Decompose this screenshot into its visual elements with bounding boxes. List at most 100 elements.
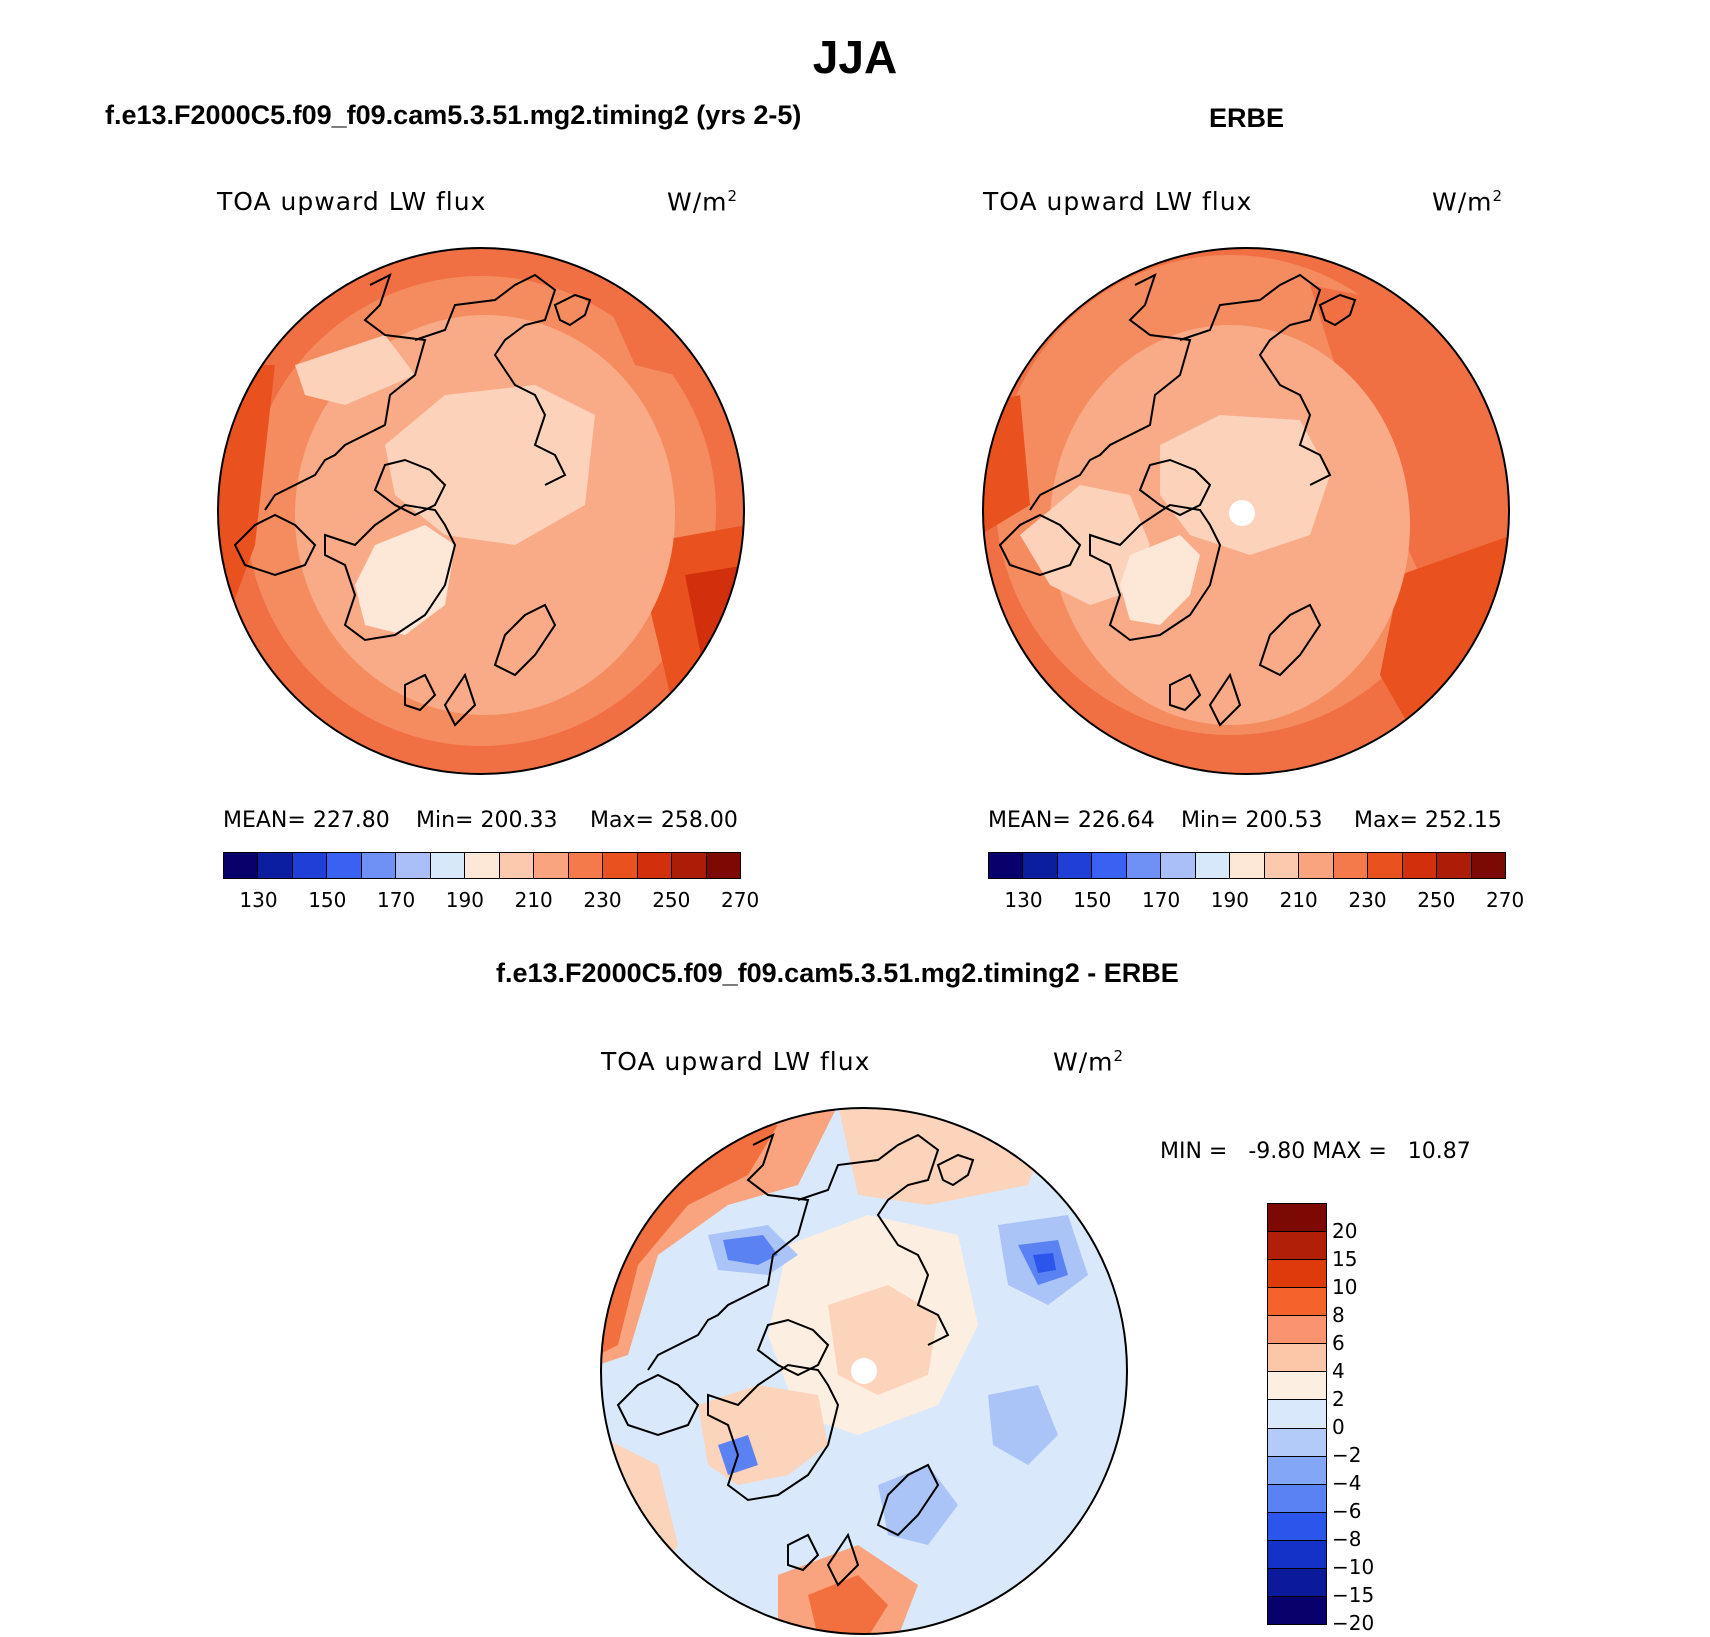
model-variable-label: TOA upward LW flux [217, 187, 487, 216]
colorbar-swatch [989, 853, 1024, 878]
colorbar-tick-label: 20 [1332, 1219, 1358, 1243]
colorbar-swatch [224, 853, 259, 878]
colorbar-swatch [327, 853, 362, 878]
colorbar-tick-label: 210 [1279, 888, 1318, 912]
diff-variable-label: TOA upward LW flux [601, 1047, 871, 1076]
colorbar-tick-label: 250 [1417, 888, 1456, 912]
colorbar-swatch [1471, 853, 1506, 878]
colorbar-tick-label: 170 [377, 888, 416, 912]
colorbar-tick-label: 230 [1348, 888, 1387, 912]
colorbar-swatch [672, 853, 707, 878]
colorbar-swatch [1268, 1344, 1326, 1373]
model-max-stat: Max= 258.00 [590, 808, 738, 833]
diff-coastlines [616, 1133, 975, 1587]
colorbar-swatch [637, 853, 673, 878]
colorbar-tick-label: 250 [652, 888, 691, 912]
model-min-stat: Min= 200.33 [416, 808, 558, 833]
obs-mean-stat: MEAN= 226.64 [988, 808, 1155, 833]
colorbar-tick-label: −4 [1332, 1471, 1362, 1495]
colorbar-tick-label: 270 [721, 888, 760, 912]
diff-field-pos-south-big [808, 1575, 888, 1634]
colorbar-swatch [1268, 1540, 1326, 1569]
colorbar-swatch [1299, 853, 1334, 878]
model-units-label: W/m2 [667, 187, 739, 217]
colorbar-tick-label: −6 [1332, 1499, 1362, 1523]
colorbar-swatch [603, 853, 638, 878]
obs-pole-hole [1229, 500, 1255, 526]
obs-units-label: W/m2 [1432, 187, 1504, 217]
colorbar-swatch [1268, 1568, 1326, 1597]
colorbar-swatch [1368, 853, 1403, 878]
diff-colorbar-ticks: 20 15 10 8 6 4 2 0 −2 −4 −6 −8 −10 −15 −20 [1332, 1203, 1412, 1635]
colorbar-tick-label: 190 [1210, 888, 1249, 912]
obs-field-light2 [1020, 485, 1150, 605]
colorbar-swatch [1268, 1484, 1326, 1513]
colorbar-swatch [1437, 853, 1472, 878]
obs-colorbar-ticks: 130 150 170 190 210 230 250 270 [988, 888, 1524, 914]
colorbar-tick-label: 6 [1332, 1331, 1345, 1355]
colorbar-swatch [1268, 1288, 1326, 1317]
colorbar-tick-label: −15 [1332, 1583, 1375, 1607]
colorbar-swatch [292, 853, 328, 878]
colorbar-swatch [568, 853, 604, 878]
obs-field-light1 [1160, 415, 1330, 555]
obs-min-stat: Min= 200.53 [1181, 808, 1323, 833]
colorbar-swatch [1268, 1232, 1326, 1261]
diff-panel-header: f.e13.F2000C5.f09_f09.cam5.3.51.mg2.timi… [496, 958, 1179, 988]
obs-colorbar [988, 852, 1506, 879]
colorbar-tick-label: 130 [239, 888, 278, 912]
colorbar-tick-label: 130 [1004, 888, 1043, 912]
colorbar-swatch [1268, 1456, 1326, 1485]
diff-pole-hole [851, 1358, 877, 1384]
obs-field-greenland [1120, 535, 1200, 625]
colorbar-swatch [1268, 1316, 1326, 1345]
obs-variable-label: TOA upward LW flux [983, 187, 1253, 216]
colorbar-swatch [1268, 1596, 1326, 1624]
colorbar-swatch [534, 853, 569, 878]
model-field-light2 [295, 335, 415, 405]
colorbar-tick-label: 15 [1332, 1247, 1358, 1271]
diff-colorbar [1267, 1203, 1327, 1625]
colorbar-swatch [1333, 853, 1369, 878]
colorbar-tick-label: 10 [1332, 1275, 1358, 1299]
colorbar-swatch [1268, 1400, 1326, 1429]
figure-title: JJA [812, 31, 898, 83]
colorbar-tick-label: 150 [1073, 888, 1112, 912]
colorbar-tick-label: 230 [583, 888, 622, 912]
colorbar-tick-label: 210 [514, 888, 553, 912]
diff-field-neg-box1b [723, 1235, 778, 1265]
colorbar-tick-label: 8 [1332, 1303, 1345, 1327]
colorbar-swatch [396, 853, 431, 878]
colorbar-swatch [1268, 1372, 1326, 1401]
colorbar-swatch [706, 853, 741, 878]
colorbar-swatch [1268, 1512, 1326, 1541]
obs-coastlines [998, 273, 1357, 727]
colorbar-tick-label: −8 [1332, 1527, 1362, 1551]
colorbar-tick-label: −10 [1332, 1555, 1375, 1579]
diff-field-neg-east-max [1033, 1253, 1056, 1273]
colorbar-swatch [1268, 1204, 1326, 1233]
colorbar-swatch [1268, 1260, 1326, 1289]
colorbar-swatch [1268, 1428, 1326, 1457]
obs-polar-map [982, 247, 1510, 775]
diff-field-neg-south-east [988, 1385, 1058, 1465]
colorbar-swatch [258, 853, 293, 878]
colorbar-swatch [499, 853, 535, 878]
model-coastlines [233, 273, 592, 727]
colorbar-tick-label: 4 [1332, 1359, 1345, 1383]
colorbar-tick-label: 150 [308, 888, 347, 912]
obs-max-stat: Max= 252.15 [1354, 808, 1502, 833]
colorbar-swatch [1402, 853, 1438, 878]
diff-minmax-stat: MIN = -9.80 MAX = 10.87 [1160, 1139, 1471, 1164]
colorbar-swatch [1161, 853, 1196, 878]
colorbar-tick-label: 0 [1332, 1415, 1345, 1439]
diff-polar-map [600, 1107, 1128, 1635]
colorbar-swatch [430, 853, 466, 878]
model-mean-stat: MEAN= 227.80 [223, 808, 390, 833]
model-colorbar-ticks: 130 150 170 190 210 230 250 270 [223, 888, 759, 914]
diff-units-label: W/m2 [1053, 1047, 1125, 1077]
colorbar-tick-label: 2 [1332, 1387, 1345, 1411]
colorbar-tick-label: 190 [445, 888, 484, 912]
colorbar-tick-label: 170 [1142, 888, 1181, 912]
colorbar-swatch [1057, 853, 1093, 878]
